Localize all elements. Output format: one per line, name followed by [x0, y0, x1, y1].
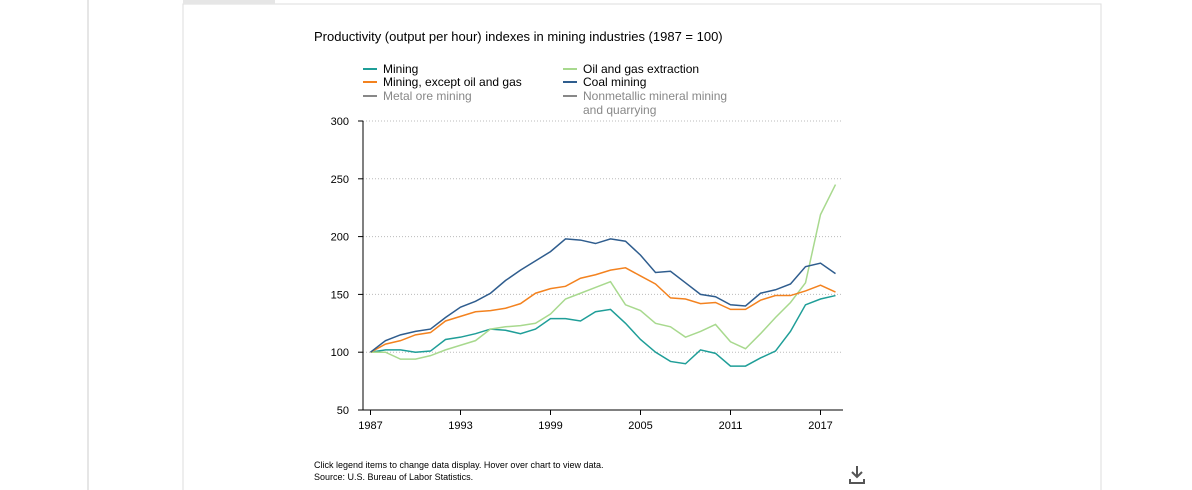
note: Click legend items to change data displa…	[314, 460, 604, 470]
legend-label: Mining, except oil and gas	[383, 75, 522, 89]
legend-swatch	[563, 68, 577, 70]
chart-title: Productivity (output per hour) indexes i…	[314, 29, 723, 44]
y-tick-label: 300	[331, 116, 349, 128]
x-tick-label: 2011	[719, 420, 743, 432]
x-tick-label: 2005	[628, 420, 652, 432]
legend-label: Nonmetallic mineral mining and quarrying	[583, 89, 728, 117]
series-line	[370, 267, 836, 353]
legend-swatch	[563, 95, 577, 97]
y-tick-label: 200	[331, 232, 349, 244]
x-tick-label: 2017	[808, 420, 832, 432]
legend-swatch	[563, 81, 577, 83]
legend-swatch	[363, 81, 377, 83]
legend-item[interactable]: Nonmetallic mineral mining and quarrying	[563, 89, 743, 117]
x-tick-label: 1999	[538, 420, 562, 432]
legend-swatch	[363, 68, 377, 70]
y-tick-label: 100	[331, 347, 349, 359]
card	[182, 3, 1102, 490]
note: Source: U.S. Bureau of Labor Statistics.	[314, 472, 474, 482]
x-tick-label: 1987	[358, 420, 382, 432]
legend-label: Mining	[383, 62, 419, 76]
x-tick-label: 1993	[448, 420, 472, 432]
legend-item[interactable]: Oil and gas extraction	[563, 62, 743, 76]
series-line	[370, 184, 837, 360]
legend-item[interactable]: Mining	[363, 62, 543, 76]
download-icon[interactable]	[849, 466, 865, 484]
series-line	[370, 294, 836, 367]
legend-label: Oil and gas extraction	[583, 62, 700, 76]
y-tick-label: 250	[331, 174, 349, 186]
legend-label: Coal mining	[583, 75, 647, 89]
y-tick-label: 150	[331, 289, 349, 301]
legend-item[interactable]: Metal ore mining	[363, 89, 543, 103]
legend-item[interactable]: Mining, except oil and gas	[363, 75, 543, 89]
legend-item[interactable]: Coal mining	[563, 75, 743, 89]
y-tick-label: 50	[337, 405, 349, 417]
legend-label: Metal ore mining	[383, 89, 472, 103]
series-line	[370, 238, 836, 353]
legend-swatch	[363, 95, 377, 97]
tab	[183, 0, 275, 4]
